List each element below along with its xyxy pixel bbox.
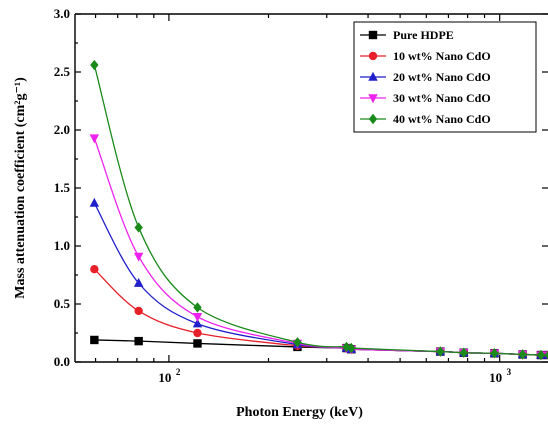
y-tick-label: 0.0 [54, 354, 70, 369]
data-point [293, 337, 302, 348]
data-point [90, 335, 99, 345]
data-point [193, 328, 202, 338]
data-point [134, 336, 143, 346]
legend-label: Pure HDPE [393, 28, 454, 42]
data-point [90, 265, 99, 274]
data-point [536, 349, 546, 361]
data-point [89, 134, 100, 144]
y-tick-label: 3.0 [54, 6, 70, 21]
series-3 [89, 134, 548, 361]
data-point [347, 342, 356, 354]
x-tick-exponent: 3 [507, 367, 512, 377]
data-point [89, 197, 100, 207]
legend-marker [368, 30, 378, 40]
legend-label: 40 wt% Nano CdO [393, 112, 491, 126]
x-tick-label: 10 [158, 370, 171, 385]
data-point [193, 339, 202, 348]
series-line [93, 202, 548, 356]
series-1 [90, 265, 548, 360]
x-tick-exponent: 2 [176, 367, 181, 377]
y-tick-label: 1.5 [54, 180, 71, 195]
data-point [133, 252, 144, 262]
legend-label: 10 wt% Nano CdO [393, 49, 491, 63]
legend-label: 20 wt% Nano CdO [393, 70, 491, 84]
data-point [133, 277, 144, 287]
legend-marker [368, 51, 378, 61]
y-tick-label: 1.0 [54, 238, 70, 253]
y-axis-title: Mass attenuation coefficient (cm²g⁻¹) [13, 77, 28, 299]
data-point [490, 348, 499, 359]
data-point [193, 302, 202, 313]
legend-marker [368, 71, 378, 81]
ticks: 0.0 0.5 1.0 1.5 2.0 2.5 3.0 10 2 10 3 [54, 6, 548, 385]
legend-marker [368, 94, 378, 104]
series-group [89, 59, 548, 361]
legend: Pure HDPE 10 wt% Nano CdO 20 wt% Nano CdO 3… [353, 21, 537, 133]
data-point [544, 350, 548, 360]
y-tick-label: 0.5 [54, 296, 71, 311]
data-point [90, 59, 99, 71]
legend-label: 30 wt% Nano CdO [393, 91, 491, 105]
y-tick-label: 2.0 [54, 122, 70, 137]
x-tick-label: 10 [489, 370, 502, 385]
x-axis-title: Photon Energy (keV) [236, 405, 363, 420]
data-point [436, 346, 445, 357]
series-4 [90, 59, 548, 361]
data-point [192, 313, 203, 322]
data-point [459, 347, 468, 358]
legend-marker [368, 113, 378, 125]
data-point [518, 349, 527, 360]
data-point [134, 306, 143, 316]
series-2 [89, 197, 548, 359]
data-point [134, 222, 143, 233]
data-point [192, 318, 203, 328]
y-tick-label: 2.5 [54, 64, 71, 79]
